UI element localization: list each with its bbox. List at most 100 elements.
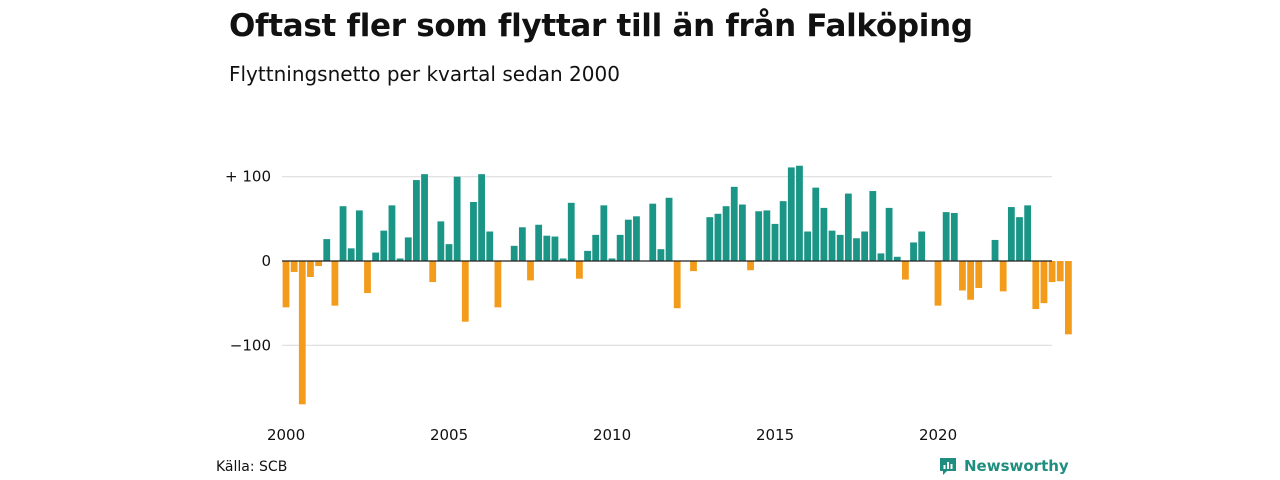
- bar: [413, 180, 420, 261]
- bar: [967, 261, 974, 300]
- bar: [347, 248, 355, 261]
- brand-logo[interactable]: Newsworthy: [938, 456, 1069, 476]
- bar: [812, 187, 820, 261]
- newsworthy-logo-icon: [940, 458, 956, 475]
- bar: [885, 207, 893, 261]
- bar: [592, 234, 600, 261]
- y-tick-label: + 100: [225, 168, 271, 186]
- bar: [975, 261, 983, 288]
- bar: [510, 245, 518, 261]
- bar: [657, 249, 665, 261]
- bar: [470, 201, 477, 261]
- bar: [584, 250, 591, 261]
- bar: [380, 230, 388, 261]
- bar: [486, 231, 494, 261]
- bar: [315, 261, 322, 267]
- bar: [559, 258, 567, 261]
- bar: [828, 230, 836, 261]
- x-tick-label: 2010: [593, 426, 631, 444]
- bar: [1007, 207, 1015, 261]
- bar: [771, 223, 779, 261]
- bar: [991, 239, 999, 261]
- bar: [429, 261, 437, 283]
- bar: [739, 204, 746, 261]
- bar: [804, 231, 811, 261]
- bar: [331, 261, 339, 306]
- brand-name: Newsworthy: [964, 457, 1069, 475]
- bar: [673, 261, 681, 309]
- bar: [950, 212, 958, 261]
- bar: [404, 237, 412, 261]
- grid-lines: [282, 176, 1052, 346]
- bar: [421, 174, 428, 261]
- bar: [665, 197, 673, 261]
- x-axis-ticks: 2000 2005 2010 2015 2020: [267, 426, 957, 444]
- bar: [779, 201, 787, 261]
- bar: [934, 261, 942, 306]
- bar: [942, 212, 950, 261]
- bar: [853, 238, 860, 261]
- bar: [616, 234, 624, 261]
- bar: [282, 261, 290, 308]
- bar: [910, 242, 917, 261]
- bar: [820, 207, 828, 261]
- bar: [902, 261, 909, 280]
- bar: [690, 261, 697, 272]
- bar: [633, 216, 640, 261]
- bar: [461, 261, 469, 322]
- bar: [959, 261, 966, 291]
- x-tick-label: 2015: [756, 426, 794, 444]
- bar: [755, 211, 763, 261]
- bar: [893, 256, 901, 261]
- bar: [999, 261, 1007, 292]
- bar: [388, 205, 396, 261]
- bar: [551, 236, 559, 261]
- bar: [796, 165, 803, 261]
- chart-subtitle: Flyttningsnetto per kvartal sedan 2000: [229, 62, 620, 86]
- bar: [478, 174, 485, 261]
- bar: [869, 191, 877, 261]
- bar: [877, 253, 885, 261]
- bar: [445, 244, 453, 261]
- bar: [836, 234, 844, 261]
- bar: [918, 231, 926, 261]
- y-axis-ticks: −100 0 + 100: [225, 168, 271, 355]
- bar: [706, 217, 714, 261]
- bar: [844, 193, 852, 261]
- bar: [722, 206, 730, 261]
- bar: [1048, 261, 1056, 283]
- bar: [600, 205, 608, 261]
- bar: [1016, 217, 1023, 261]
- bar: [323, 239, 331, 261]
- bar: [518, 227, 526, 261]
- bar: [649, 203, 657, 261]
- bar: [453, 176, 461, 261]
- bar: [1024, 205, 1032, 261]
- bar: [339, 206, 347, 261]
- bar: [1032, 261, 1040, 310]
- bar: [1065, 261, 1072, 335]
- bar: [624, 219, 632, 261]
- bar: [437, 221, 445, 261]
- bar: [608, 258, 616, 261]
- y-tick-label: −100: [230, 336, 271, 354]
- bar: [396, 258, 404, 261]
- bar: [787, 167, 795, 261]
- bar: [730, 186, 738, 261]
- bar: [576, 261, 583, 279]
- bar: [543, 235, 551, 261]
- bar: [372, 252, 380, 261]
- bar: [1056, 261, 1064, 282]
- bar: [535, 224, 543, 261]
- bar: [567, 202, 575, 261]
- bar: [364, 261, 371, 294]
- bar: [355, 210, 363, 261]
- x-tick-label: 2005: [430, 426, 468, 444]
- bar: [714, 213, 722, 261]
- bar: [763, 210, 771, 261]
- bar: [1040, 261, 1048, 304]
- chart-title: Oftast fler som flyttar till än från Fal…: [229, 8, 973, 44]
- bar: [290, 261, 298, 272]
- bars: [282, 165, 1072, 405]
